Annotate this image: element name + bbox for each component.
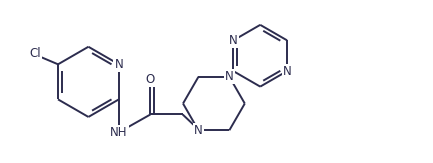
Text: N: N [283, 65, 291, 78]
Text: N: N [194, 124, 203, 137]
Text: NH: NH [110, 126, 128, 139]
Text: N: N [229, 34, 238, 47]
Text: Cl: Cl [30, 47, 42, 60]
Text: N: N [114, 58, 123, 71]
Text: N: N [225, 70, 234, 83]
Text: O: O [146, 73, 155, 86]
